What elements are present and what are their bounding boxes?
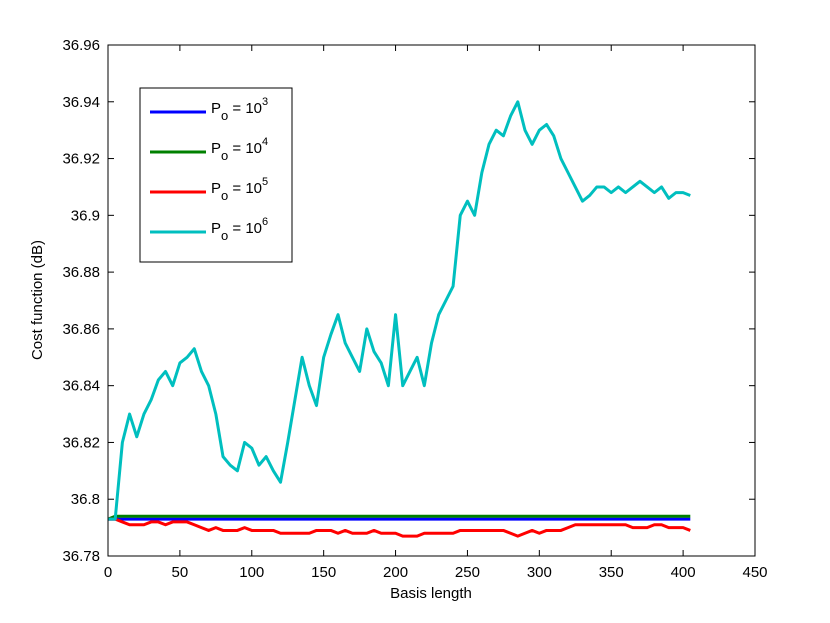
x-tick-label: 200 xyxy=(383,564,408,581)
y-tick-label: 36.88 xyxy=(62,264,100,281)
x-tick-label: 250 xyxy=(455,564,480,581)
plot-area xyxy=(107,100,691,538)
x-tick-label: 0 xyxy=(104,564,112,581)
x-axis-label: Basis length xyxy=(390,585,472,602)
y-tick-label: 36.84 xyxy=(62,378,100,395)
axes-box xyxy=(107,44,756,557)
x-tick-label: 300 xyxy=(527,564,552,581)
x-tick-label: 100 xyxy=(239,564,264,581)
x-tick-label: 400 xyxy=(671,564,696,581)
y-axis-label: Cost function (dB) xyxy=(29,240,46,360)
y-tick-label: 36.9 xyxy=(71,207,100,224)
series-line xyxy=(107,514,691,521)
x-tick-label: 450 xyxy=(742,564,767,581)
legend-label: Po = 105 xyxy=(211,176,268,203)
y-tick-label: 36.96 xyxy=(62,37,100,54)
legend-label: Po = 106 xyxy=(211,216,268,243)
legend-label: Po = 104 xyxy=(211,136,268,163)
x-tick-label: 350 xyxy=(599,564,624,581)
series-line xyxy=(108,517,691,538)
x-tick-label: 50 xyxy=(172,564,189,581)
legend-label: Po = 103 xyxy=(211,96,268,123)
series-line xyxy=(108,100,691,521)
y-tick-label: 36.78 xyxy=(62,548,100,565)
y-tick-label: 36.82 xyxy=(62,434,100,451)
x-tick-label: 150 xyxy=(311,564,336,581)
y-tick-label: 36.86 xyxy=(62,321,100,338)
y-tick-label: 36.94 xyxy=(62,94,100,111)
y-tick-label: 36.92 xyxy=(62,151,100,168)
y-tick-label: 36.8 xyxy=(71,491,100,508)
